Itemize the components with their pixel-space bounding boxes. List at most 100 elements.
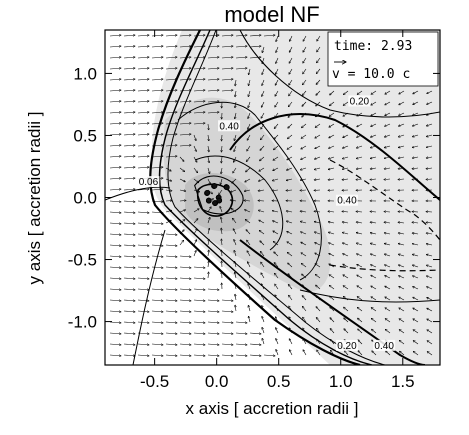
velocity-arrow <box>123 178 135 179</box>
velocity-arrow <box>427 351 433 356</box>
velocity-arrow <box>235 57 247 58</box>
y-tick-label: -1.0 <box>68 313 97 332</box>
velocity-arrow <box>329 112 335 117</box>
velocity-arrow <box>193 134 196 141</box>
velocity-arrow <box>316 285 321 290</box>
velocity-arrow <box>286 190 293 191</box>
velocity-arrow <box>317 350 321 356</box>
velocity-arrow <box>426 134 433 137</box>
velocity-arrow <box>179 79 191 80</box>
velocity-arrow <box>165 344 177 345</box>
velocity-arrow <box>137 79 149 80</box>
velocity-arrow <box>427 101 433 104</box>
velocity-arrow <box>208 145 209 152</box>
velocity-arrow <box>329 275 335 279</box>
velocity-arrow <box>235 344 247 345</box>
velocity-arrow <box>370 233 377 234</box>
velocity-arrow <box>357 318 363 323</box>
velocity-arrow <box>193 79 205 80</box>
contour-020-upper <box>239 30 440 118</box>
velocity-arrow <box>384 168 391 169</box>
velocity-arrow <box>151 278 163 279</box>
velocity-arrow <box>109 267 121 268</box>
velocity-arrow <box>248 112 251 119</box>
velocity-arrow <box>193 112 205 113</box>
velocity-arrow <box>315 242 321 246</box>
velocity-arrow <box>109 156 121 157</box>
velocity-arrow <box>287 145 293 149</box>
contour-right-lower <box>299 289 440 303</box>
velocity-arrow <box>261 273 265 279</box>
velocity-arrow <box>370 134 377 137</box>
velocity-arrow <box>426 222 433 223</box>
velocity-arrow <box>343 90 349 95</box>
velocity-arrow <box>165 178 172 181</box>
velocity-arrow <box>289 90 293 96</box>
velocity-arrow <box>207 112 219 113</box>
velocity-arrow <box>123 90 135 91</box>
velocity-arrow <box>109 355 121 356</box>
velocity-arrow <box>288 123 293 128</box>
velocity-arrow <box>137 355 149 356</box>
velocity-arrow <box>179 210 186 213</box>
velocity-arrow <box>193 57 205 58</box>
contour-label: 0.40 <box>219 121 239 132</box>
velocity-arrow <box>384 254 391 257</box>
velocity-arrow <box>426 287 433 290</box>
velocity-arrow <box>356 243 363 246</box>
velocity-arrow <box>137 57 149 58</box>
velocity-arrow <box>151 223 163 224</box>
velocity-arrow <box>314 179 321 180</box>
velocity-arrow <box>244 210 251 213</box>
velocity-arrow <box>399 340 405 345</box>
velocity-arrow <box>303 68 307 74</box>
velocity-arrow <box>221 228 222 235</box>
velocity-arrow <box>426 123 433 126</box>
velocity-arrow <box>259 156 265 161</box>
velocity-arrow <box>399 329 405 334</box>
velocity-arrow <box>372 351 377 356</box>
velocity-arrow <box>276 349 279 356</box>
velocity-arrow <box>357 90 363 95</box>
velocity-arrow <box>426 145 433 147</box>
velocity-arrow <box>109 344 121 345</box>
core-speck <box>205 197 212 204</box>
velocity-arrow <box>137 46 149 47</box>
velocity-arrow <box>288 295 293 301</box>
velocity-arrow <box>151 300 163 301</box>
velocity-arrow <box>344 350 349 356</box>
velocity-arrow <box>123 267 135 268</box>
velocity-arrow <box>398 145 405 148</box>
velocity-arrow <box>413 319 419 323</box>
velocity-arrow <box>249 333 261 334</box>
chart-title: model NF <box>224 2 319 27</box>
velocity-arrow <box>151 35 163 36</box>
velocity-arrow <box>300 190 307 191</box>
velocity-arrow <box>109 35 121 36</box>
velocity-arrow <box>412 254 419 257</box>
velocity-arrow <box>314 232 321 235</box>
velocity-arrow <box>193 101 205 102</box>
velocity-arrow <box>137 201 149 202</box>
velocity-arrow <box>123 101 135 102</box>
velocity-arrow <box>261 262 265 268</box>
velocity-arrow <box>427 319 433 323</box>
velocity-arrow <box>371 297 377 301</box>
velocity-arrow <box>412 265 419 268</box>
velocity-arrow <box>398 134 405 137</box>
velocity-arrow <box>356 233 363 235</box>
velocity-arrow <box>384 243 391 246</box>
velocity-arrow <box>426 233 433 234</box>
velocity-arrow <box>371 286 377 290</box>
velocity-arrow <box>165 278 177 279</box>
velocity-arrow <box>235 68 247 69</box>
velocity-arrow <box>317 35 321 41</box>
velocity-arrow <box>275 284 279 290</box>
velocity-arrow <box>272 221 279 224</box>
legend-box: time: 2.93 v = 10.0 c <box>327 31 439 87</box>
velocity-arrow <box>413 101 419 105</box>
velocity-arrow <box>245 178 251 182</box>
velocity-arrow <box>207 311 219 312</box>
velocity-arrow <box>109 68 121 69</box>
velocity-arrow <box>258 210 265 213</box>
